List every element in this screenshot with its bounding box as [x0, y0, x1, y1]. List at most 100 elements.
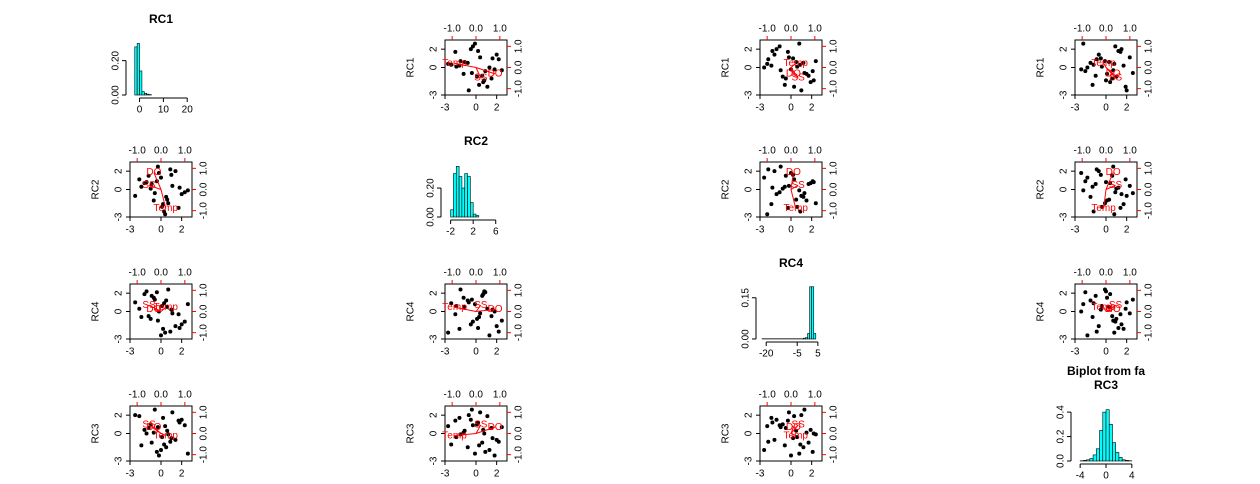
score-point [1110, 76, 1115, 81]
score-point [454, 64, 459, 69]
score-point [446, 61, 451, 66]
score-point [490, 56, 495, 61]
top-tick-label: -1.0 [444, 24, 462, 35]
y-axis-title: RC3 [91, 423, 102, 443]
score-point [806, 73, 811, 78]
score-point [765, 424, 770, 429]
y-tick-label: -3 [1059, 334, 1070, 343]
y-tick-label: 0 [429, 308, 440, 314]
x-tick-label: 0 [473, 347, 479, 358]
score-point [485, 414, 490, 419]
x-tick-label: 0 [788, 103, 794, 114]
score-point [770, 185, 775, 190]
x-tick-label: 2 [494, 347, 500, 358]
right-tick-label: -1.0 [514, 80, 525, 98]
score-point [1088, 60, 1093, 65]
score-point [177, 185, 182, 190]
hist-bar [144, 92, 147, 96]
loading-label: SS [474, 420, 488, 431]
score-point [137, 177, 142, 182]
right-tick-label: 0.0 [199, 182, 210, 196]
score-point [774, 417, 779, 422]
y-tick-label: 2 [744, 168, 755, 174]
score-point [769, 202, 774, 207]
score-point [778, 425, 783, 430]
score-point [494, 52, 499, 57]
panel-title: RC2 [464, 134, 488, 148]
score-point [797, 41, 802, 46]
x-tick-label: 6 [493, 227, 499, 238]
score-point [176, 205, 181, 210]
score-point [461, 295, 466, 300]
panel-title: RC4 [779, 256, 803, 270]
score-point [804, 198, 809, 203]
score-point [499, 425, 504, 430]
score-point [1093, 293, 1098, 298]
score-point [1090, 82, 1095, 87]
score-point [804, 430, 809, 435]
score-point [160, 435, 165, 440]
hist-bar [141, 91, 145, 96]
score-point [1079, 309, 1084, 314]
y-tick-label: 0 [114, 186, 125, 192]
right-tick-label: 0.0 [199, 304, 210, 318]
score-point [1119, 192, 1124, 197]
loading-label: SS [1109, 180, 1123, 191]
score-point [476, 326, 481, 330]
loading-label: DO [488, 68, 503, 79]
score-point [1081, 302, 1086, 307]
x-tick-label: 0 [137, 105, 143, 116]
score-point [151, 198, 156, 203]
score-point [806, 440, 811, 445]
x-tick-label: 0 [1103, 103, 1109, 114]
score-point [1124, 300, 1129, 305]
loading-arrow [475, 424, 482, 434]
score-point [182, 190, 187, 195]
y-tick-label: -3 [114, 456, 125, 465]
score-point [169, 307, 174, 312]
loading-label: SS [791, 180, 805, 191]
score-point [482, 289, 487, 294]
y-axis-title: RC3 [721, 423, 732, 443]
top-tick-label: 0.0 [469, 390, 483, 401]
x-tick-label: 0 [1103, 471, 1109, 482]
top-tick-label: 0.0 [784, 390, 798, 401]
score-point [798, 442, 803, 447]
score-point [1108, 80, 1113, 85]
x-tick-label: 0 [473, 103, 479, 114]
score-point [492, 453, 497, 458]
loading-arrow [790, 189, 797, 209]
loading-arrow [1103, 63, 1107, 68]
score-point [165, 428, 170, 433]
loading-arrow [790, 424, 799, 434]
score-point [480, 73, 485, 78]
loading-label: Temp [784, 430, 809, 441]
hist-bar [1115, 452, 1120, 462]
right-tick-label: -1.0 [829, 202, 840, 220]
score-point [1130, 297, 1135, 302]
loading-arrow [160, 306, 167, 312]
score-point [1102, 59, 1107, 64]
score-point [1108, 292, 1113, 297]
score-point [489, 76, 494, 81]
right-tick-label: 0.0 [1144, 304, 1155, 318]
right-tick-label: 1.0 [199, 161, 210, 175]
loading-label: DO [146, 304, 161, 315]
score-point [499, 318, 504, 323]
hist-bar [1092, 454, 1097, 462]
y-tick-label: 2 [429, 290, 440, 296]
score-point [1112, 330, 1117, 335]
score-point [799, 193, 804, 198]
top-tick-label: 0.0 [154, 146, 168, 157]
score-point [765, 212, 770, 217]
score-point [169, 436, 174, 441]
score-point [458, 287, 463, 292]
score-point [173, 437, 178, 442]
score-point [1083, 290, 1088, 295]
top-tick-label: -1.0 [129, 268, 147, 279]
score-point [772, 437, 777, 442]
hist-bar [811, 286, 815, 340]
score-point [142, 292, 147, 297]
score-point [780, 74, 785, 79]
y-tick-label: -3 [429, 334, 440, 343]
